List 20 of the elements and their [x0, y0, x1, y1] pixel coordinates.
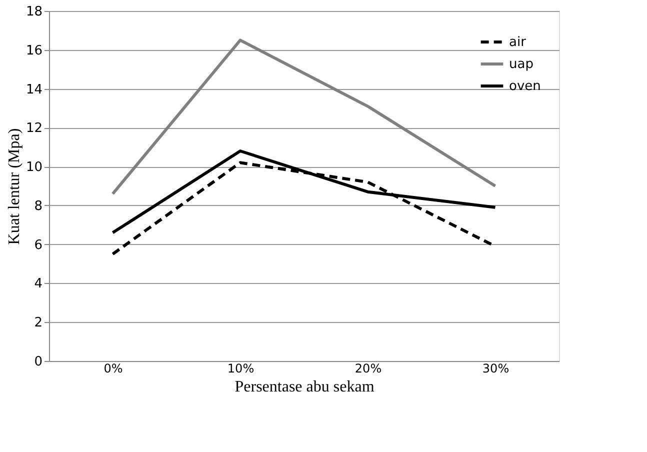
x-tick-label: 0%: [104, 362, 123, 376]
x-tick-label: 20%: [354, 362, 382, 376]
x-tick-label: 30%: [482, 362, 510, 376]
y-axis-title: Kuat lentur (Mpa): [6, 128, 23, 245]
legend-label: oven: [509, 79, 541, 94]
legend-label: air: [509, 35, 527, 50]
x-tick-label: 10%: [227, 362, 254, 376]
y-tick-label: 0: [34, 354, 42, 370]
legend-label: uap: [509, 57, 534, 72]
y-tick-label: 10: [26, 160, 42, 176]
y-tick-label: 16: [26, 43, 42, 58]
y-tick-label: 8: [34, 198, 42, 214]
line-series: [111, 38, 497, 196]
y-tick-label: 2: [34, 316, 42, 331]
y-tick-label: 14: [26, 82, 42, 98]
y-tick-label: 12: [26, 121, 42, 136]
y-tick-label: 18: [26, 4, 42, 20]
y-tick-label: 6: [34, 238, 42, 253]
x-axis-title: Persentase abu sekam: [234, 378, 375, 396]
y-tick-label: 4: [34, 276, 42, 292]
